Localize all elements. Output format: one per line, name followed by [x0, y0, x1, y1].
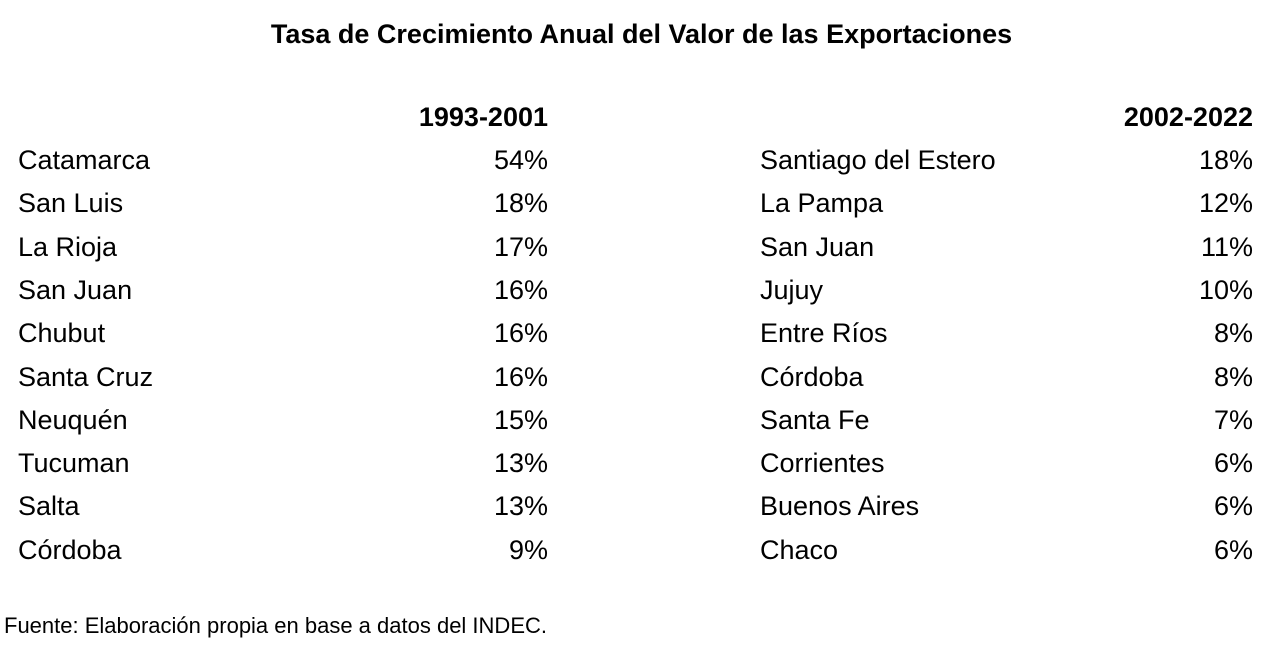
- province-name: Chaco: [760, 534, 839, 565]
- period-header-1993-2001: 1993-2001: [418, 102, 548, 132]
- province-name: Catamarca: [18, 145, 151, 175]
- table-row: Chubut 16%: [18, 312, 548, 355]
- growth-rate-value: 16%: [493, 361, 548, 392]
- table-row: San Juan 16%: [18, 269, 548, 312]
- table-row: San Juan 11%: [760, 226, 1253, 269]
- province-name: Santa Fe: [760, 404, 870, 435]
- growth-rate-value: 6%: [1213, 448, 1253, 479]
- province-name: Neuquén: [18, 404, 128, 435]
- province-name: La Rioja: [18, 231, 118, 262]
- table-row: Salta 13%: [18, 485, 548, 528]
- table-row: Córdoba 8%: [760, 356, 1253, 399]
- table-1993-2001: 1993-2001 Catamarca 54% San Luis 18% La Rioj…: [18, 96, 548, 565]
- growth-rate-value: 6%: [1213, 534, 1253, 565]
- growth-rate-value: 8%: [1213, 318, 1253, 349]
- growth-rate-value: 8%: [1213, 361, 1253, 392]
- province-name: San Luis: [18, 188, 124, 219]
- chart-title: Tasa de Crecimiento Anual del Valor de l…: [270, 19, 1013, 49]
- growth-rate-value: 6%: [1213, 491, 1253, 522]
- period-header-2002-2022: 2002-2022: [1123, 102, 1253, 132]
- table-row: Córdoba 9%: [18, 529, 548, 572]
- province-name: Buenos Aires: [760, 491, 920, 522]
- province-name: Tucuman: [18, 448, 130, 479]
- table-row: San Luis 18%: [18, 182, 548, 225]
- table-row: Buenos Aires 6%: [760, 485, 1253, 528]
- growth-rate-value: 12%: [1198, 188, 1253, 219]
- province-name: Córdoba: [760, 361, 864, 392]
- table-row: Neuquén 15%: [18, 399, 548, 442]
- province-name: Jujuy: [760, 274, 824, 305]
- province-name: Santa Cruz: [18, 361, 154, 392]
- province-name: Corrientes: [760, 448, 885, 479]
- growth-rate-value: 15%: [493, 404, 548, 435]
- table-row: Chaco 6%: [760, 529, 1253, 572]
- province-name: Entre Ríos: [760, 318, 888, 349]
- province-name: San Juan: [18, 274, 133, 305]
- growth-rate-value: 16%: [493, 318, 548, 349]
- growth-rate-value: 16%: [493, 274, 548, 305]
- growth-rate-value: 18%: [493, 188, 548, 219]
- province-name: La Pampa: [760, 188, 884, 219]
- province-name: Córdoba: [18, 534, 122, 565]
- table-row: Santiago del Estero 18%: [760, 139, 1253, 182]
- table-row: Santa Cruz 16%: [18, 356, 548, 399]
- table-2002-2022: 2002-2022 Santiago del Estero 18% La Pampa…: [760, 96, 1253, 565]
- table-row: Santa Fe 7%: [760, 399, 1253, 442]
- growth-rate-value: 13%: [493, 491, 548, 522]
- table-row: Entre Ríos 8%: [760, 312, 1253, 355]
- table-row: Tucuman 13%: [18, 442, 548, 485]
- growth-rate-value: 9%: [508, 534, 548, 565]
- growth-rate-value: 13%: [493, 448, 548, 479]
- growth-rate-value: 10%: [1198, 274, 1253, 305]
- growth-rate-value: 7%: [1213, 404, 1253, 435]
- growth-rate-value: 18%: [1198, 145, 1253, 175]
- growth-rate-value: 11%: [1200, 231, 1253, 262]
- province-name: Chubut: [18, 318, 106, 349]
- growth-rate-value: 17%: [493, 231, 548, 262]
- table-row: La Rioja 17%: [18, 226, 548, 269]
- province-name: San Juan: [760, 231, 875, 262]
- source-note: Fuente: Elaboración propia en base a dat…: [4, 613, 547, 638]
- growth-rate-value: 54%: [493, 145, 548, 175]
- table-row: Corrientes 6%: [760, 442, 1253, 485]
- province-name: Salta: [18, 491, 80, 522]
- table-row: Catamarca 54%: [18, 139, 548, 182]
- table-row: Jujuy 10%: [760, 269, 1253, 312]
- province-name: Santiago del Estero: [760, 145, 996, 175]
- table-row: La Pampa 12%: [760, 182, 1253, 225]
